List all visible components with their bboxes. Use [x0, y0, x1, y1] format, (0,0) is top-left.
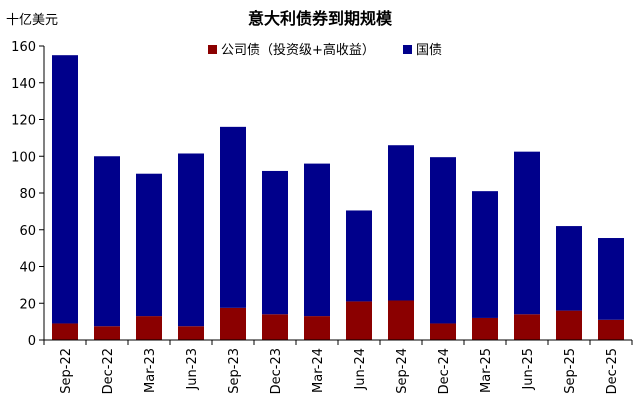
bars — [52, 55, 624, 340]
legend-label-corporate: 公司债（投资级+高收益） — [221, 42, 375, 58]
y-tick-label: 100 — [11, 150, 36, 165]
x-tick-label: Sep-22 — [59, 348, 74, 394]
x-tick-label: Jun-24 — [353, 348, 368, 391]
bar-government — [136, 173, 162, 317]
bar-corporate — [430, 323, 456, 340]
bar-government — [94, 156, 120, 327]
bar-corporate — [388, 300, 414, 340]
bar-government — [598, 238, 624, 320]
bar-corporate — [304, 316, 330, 340]
bar-government — [346, 210, 372, 302]
y-axis-unit-label: 十亿美元 — [6, 13, 58, 28]
y-tick-label: 40 — [19, 261, 36, 276]
y-tick-label: 140 — [11, 77, 36, 92]
bar-corporate — [52, 323, 78, 340]
bar-corporate — [598, 319, 624, 340]
x-tick-label: Mar-25 — [479, 348, 494, 393]
y-tick-label: 80 — [19, 187, 36, 202]
legend-swatch-government — [403, 45, 412, 54]
x-tick-label: Mar-23 — [143, 348, 158, 393]
bar-government — [514, 151, 540, 315]
bar-corporate — [94, 326, 120, 340]
bar-government — [220, 126, 246, 308]
bar-corporate — [220, 307, 246, 340]
bar-corporate — [514, 314, 540, 340]
x-tick-label: Sep-23 — [227, 348, 242, 394]
bar-government — [430, 157, 456, 324]
x-tick-label: Mar-24 — [311, 348, 326, 393]
bar-government — [388, 145, 414, 301]
y-tick-label: 160 — [11, 40, 36, 55]
bar-government — [262, 170, 288, 315]
y-tick-label: 120 — [11, 114, 36, 129]
bar-corporate — [556, 310, 582, 340]
bar-government — [52, 55, 78, 324]
x-tick-label: Dec-23 — [269, 348, 284, 394]
legend-label-government: 国债 — [416, 43, 442, 58]
x-tick-label: Jun-23 — [185, 348, 200, 391]
x-axis: Sep-22 Dec-22 Mar-23 Jun-23 Sep-23 Dec-23 Mar-… — [43, 339, 633, 394]
x-tick-label: Sep-25 — [563, 348, 578, 394]
bar-corporate — [472, 317, 498, 340]
y-axis: 0 20 40 60 80 100 120 140 160 — [11, 40, 45, 349]
legend: 公司债（投资级+高收益） 国债 — [208, 42, 442, 58]
x-tick-label: Dec-22 — [101, 348, 116, 394]
bar-government — [556, 226, 582, 311]
bar-government — [472, 191, 498, 318]
bar-corporate — [262, 314, 288, 340]
bar-government — [178, 153, 204, 327]
x-tick-label: Dec-25 — [605, 348, 620, 394]
x-tick-label: Dec-24 — [437, 348, 452, 394]
bar-government — [304, 163, 330, 317]
bar-corporate — [346, 301, 372, 340]
y-tick-label: 0 — [28, 334, 36, 349]
y-tick-label: 20 — [19, 297, 36, 312]
bar-corporate — [178, 326, 204, 340]
x-tick-label: Jun-25 — [521, 348, 536, 391]
legend-swatch-corporate — [208, 45, 217, 54]
chart-title: 意大利债券到期规模 — [248, 9, 393, 28]
y-tick-label: 60 — [19, 224, 36, 239]
bar-corporate — [136, 316, 162, 340]
x-tick-label: Sep-24 — [395, 348, 410, 394]
